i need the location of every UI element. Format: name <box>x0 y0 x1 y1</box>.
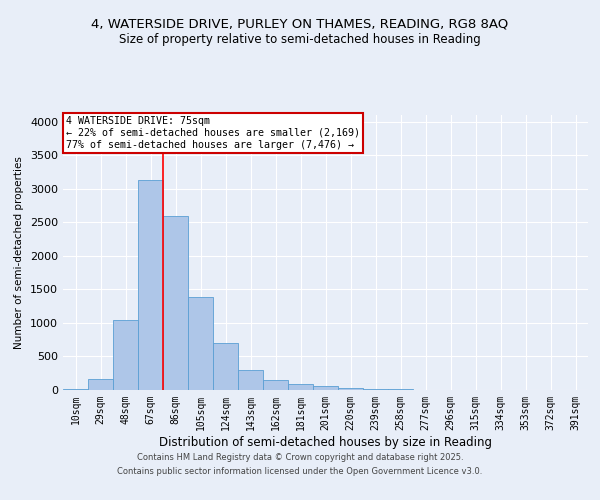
Bar <box>338 388 363 390</box>
X-axis label: Distribution of semi-detached houses by size in Reading: Distribution of semi-detached houses by … <box>159 436 492 448</box>
Bar <box>138 180 163 390</box>
Text: Contains HM Land Registry data © Crown copyright and database right 2025.: Contains HM Land Registry data © Crown c… <box>137 454 463 462</box>
Text: 4 WATERSIDE DRIVE: 75sqm
← 22% of semi-detached houses are smaller (2,169)
77% o: 4 WATERSIDE DRIVE: 75sqm ← 22% of semi-d… <box>65 116 359 150</box>
Bar <box>363 389 388 390</box>
Text: Size of property relative to semi-detached houses in Reading: Size of property relative to semi-detach… <box>119 32 481 46</box>
Text: Contains public sector information licensed under the Open Government Licence v3: Contains public sector information licen… <box>118 467 482 476</box>
Bar <box>188 298 213 390</box>
Bar <box>213 343 238 390</box>
Bar <box>238 370 263 390</box>
Bar <box>313 386 338 390</box>
Y-axis label: Number of semi-detached properties: Number of semi-detached properties <box>14 156 25 349</box>
Text: 4, WATERSIDE DRIVE, PURLEY ON THAMES, READING, RG8 8AQ: 4, WATERSIDE DRIVE, PURLEY ON THAMES, RE… <box>91 18 509 30</box>
Bar <box>263 380 288 390</box>
Bar <box>288 384 313 390</box>
Bar <box>88 378 113 390</box>
Bar <box>113 320 138 390</box>
Bar <box>163 216 188 390</box>
